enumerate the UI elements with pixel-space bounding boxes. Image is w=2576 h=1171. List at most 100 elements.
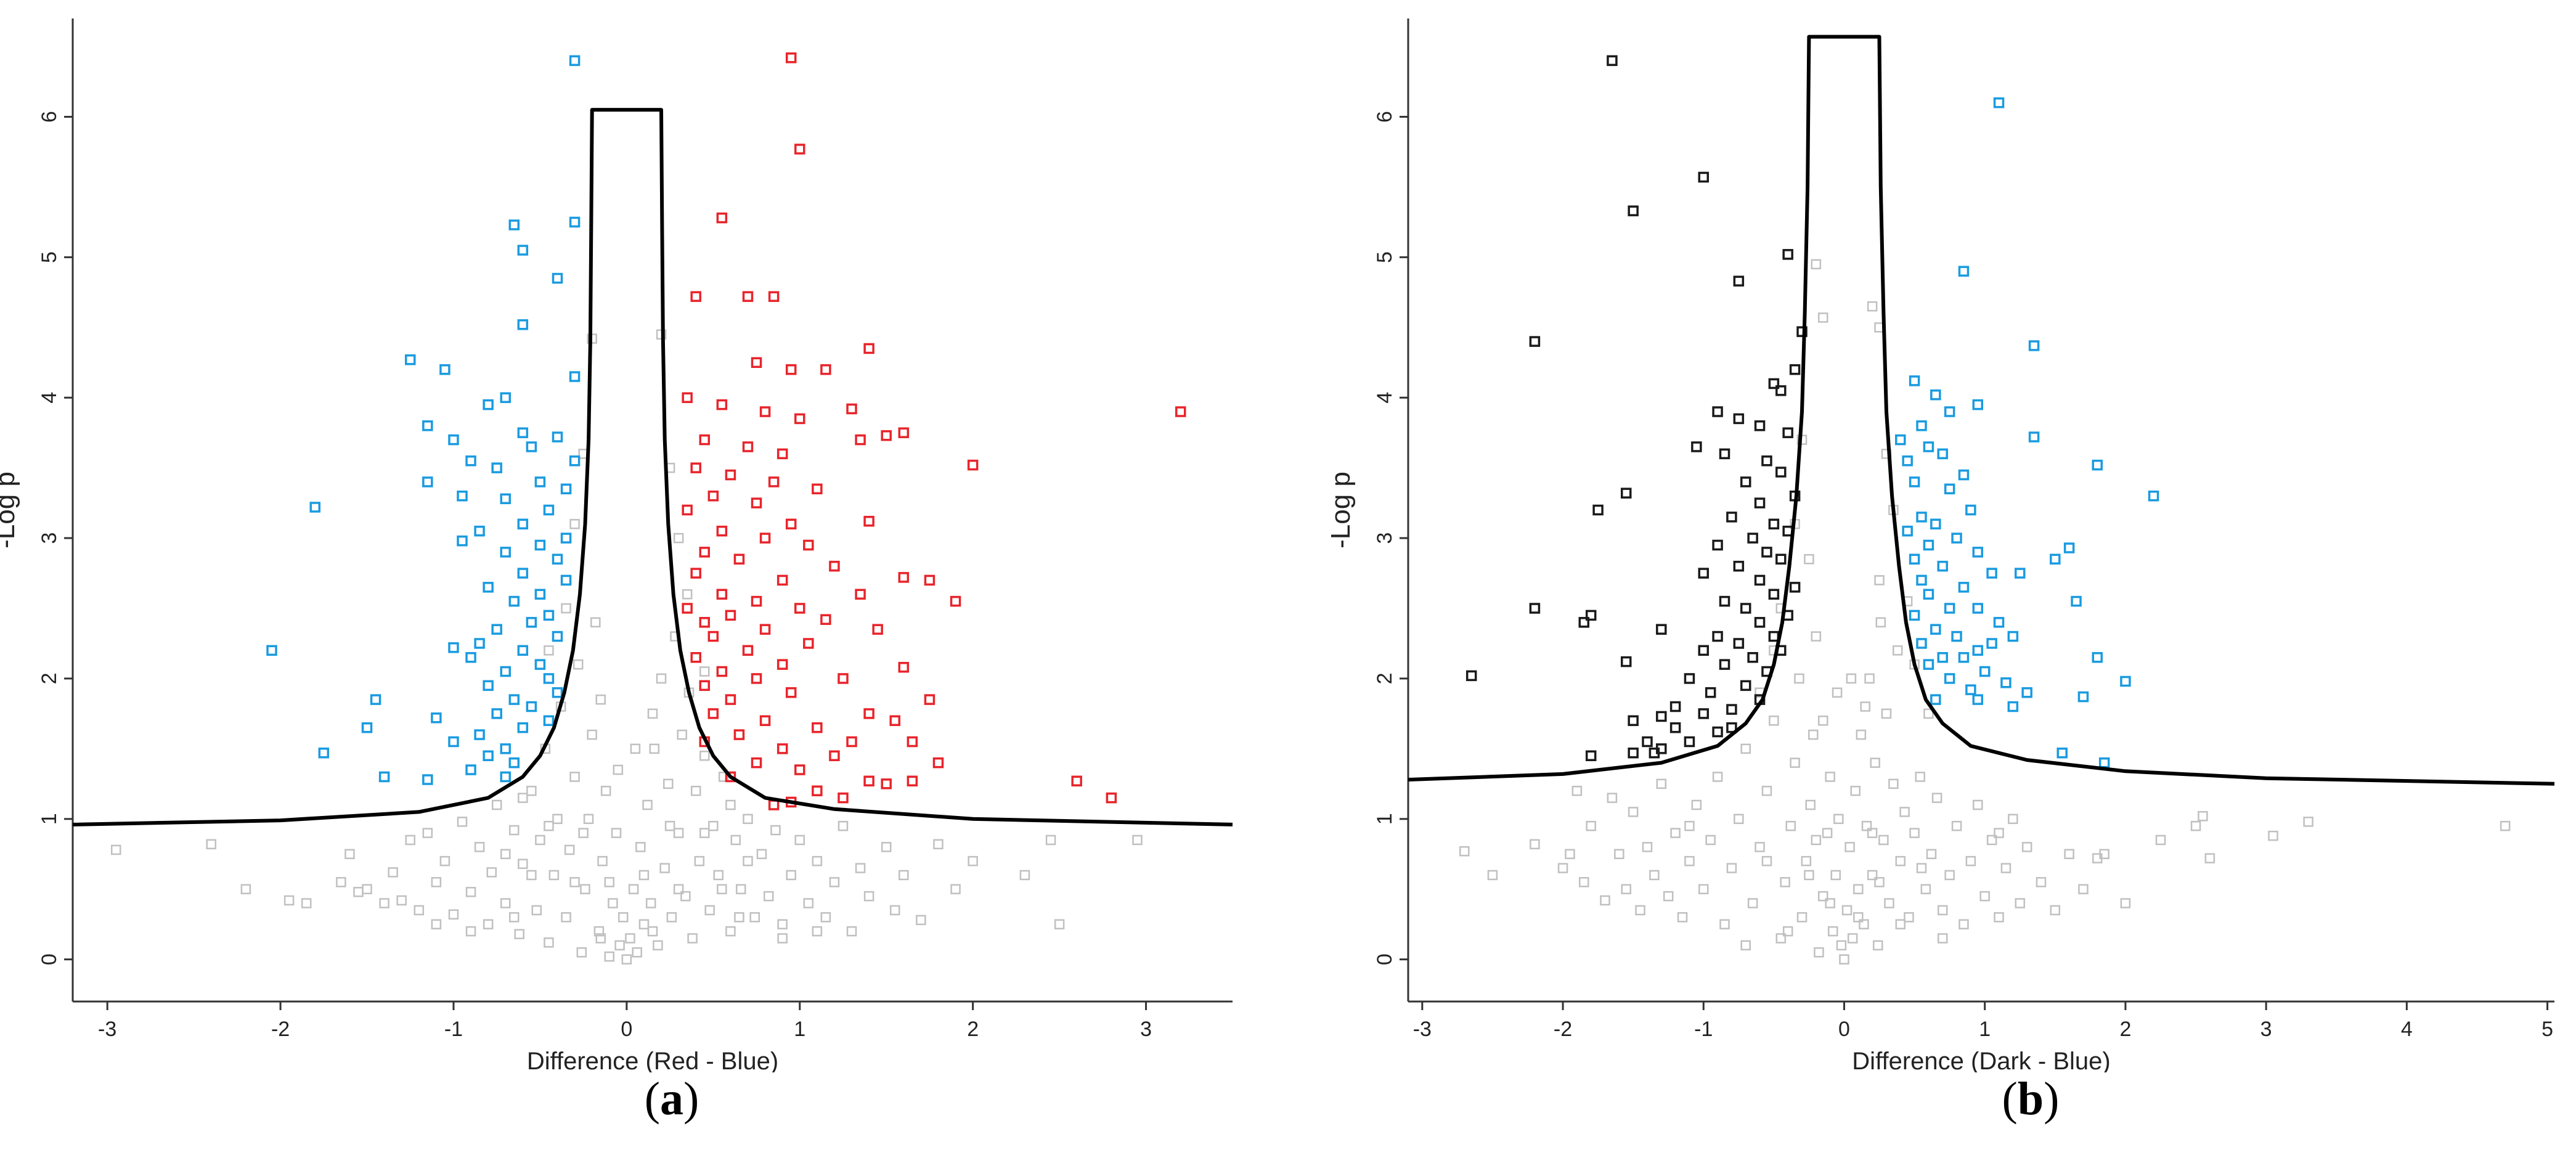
data-point-background-a (552, 814, 563, 825)
data-point-background-b (2050, 905, 2061, 916)
data-point-negative-a (361, 722, 373, 733)
data-point-background-a (803, 898, 814, 908)
data-point-background-b (1923, 708, 1934, 719)
x-tick-label-b: -3 (1413, 1018, 1432, 1041)
data-point-negative-a (483, 680, 494, 692)
data-point-negative-a (422, 420, 433, 431)
chart-panel-b: -3 -2 -1 0 1 2 3 4 5 0 1 2 3 4 5 6 Difference (Dark - Bl… (1306, 0, 2576, 1171)
data-point-positive-a (716, 525, 728, 537)
data-point-negative-b (1740, 680, 1751, 692)
data-point-negative-a (569, 216, 581, 228)
data-point-positive-a (725, 771, 736, 783)
data-point-background-a (439, 855, 450, 867)
data-point-background-a (659, 863, 670, 873)
data-point-background-b (1986, 834, 1997, 846)
data-point-positive-a (829, 750, 840, 761)
data-point-background-b (1530, 839, 1540, 850)
data-point-positive-a (794, 144, 805, 155)
panel-label-b-letter: b (2017, 1073, 2044, 1125)
data-point-background-b (1785, 820, 1796, 831)
data-point-positive-a (846, 403, 857, 415)
data-point-background-b (1973, 799, 1983, 810)
data-point-background-b (1937, 905, 1948, 916)
data-point-background-b (1740, 940, 1751, 951)
data-point-positive-a (690, 568, 701, 579)
data-point-negative-a (465, 455, 476, 467)
data-point-background-a (647, 926, 658, 937)
data-point-negative-b (1768, 518, 1780, 530)
data-point-background-a (608, 898, 618, 908)
data-point-negative-b (1775, 467, 1787, 478)
data-point-negative-a (517, 722, 529, 733)
data-point-background-a (647, 708, 658, 719)
data-point-negative-a (483, 750, 494, 761)
data-point-background-a (491, 799, 502, 810)
data-point-negative-b (1529, 336, 1541, 347)
data-point-background-a (1019, 870, 1030, 881)
data-point-background-b (2021, 842, 2032, 852)
data-point-background-a (544, 820, 554, 831)
data-point-background-a (576, 947, 587, 958)
data-point-background-a (664, 820, 675, 831)
data-point-positive-a (776, 574, 788, 586)
threshold-curve-a (72, 108, 1233, 826)
data-point-negative-b (1628, 205, 1639, 216)
data-point-negative-b (1712, 406, 1723, 417)
data-point-background-b (1874, 575, 1885, 586)
data-point-positive-a (820, 614, 831, 625)
y-tick-label-b: 0 (1373, 953, 1396, 965)
data-point-negative-a (474, 525, 485, 537)
data-point-positive-b (1909, 553, 1920, 565)
data-point-background-b (1586, 820, 1596, 831)
data-point-background-b (1825, 772, 1835, 782)
x-tick-label-b: -1 (1694, 1018, 1713, 1041)
data-point-negative-a (266, 645, 277, 656)
data-point-background-b (1755, 842, 1765, 852)
data-point-positive-a (690, 462, 701, 473)
data-point-positive-b (1944, 603, 1955, 614)
data-point-background-a (645, 898, 656, 908)
data-point-background-b (1965, 855, 1976, 867)
data-point-positive-b (1986, 638, 1997, 649)
data-point-positive-a (889, 715, 901, 727)
data-point-negative-a (448, 642, 459, 653)
data-point-background-b (2198, 810, 2208, 822)
data-point-positive-b (1958, 469, 1970, 481)
data-point-positive-a (820, 364, 831, 375)
data-point-background-b (1621, 884, 1631, 894)
data-point-background-a (635, 842, 646, 852)
data-point-positive-b (1972, 547, 1984, 558)
data-point-positive-a (742, 291, 754, 302)
data-point-background-a (881, 842, 892, 852)
data-point-negative-b (1465, 670, 1477, 682)
data-point-background-b (1663, 891, 1674, 902)
data-point-negative-a (457, 490, 468, 502)
data-point-background-b (1794, 673, 1804, 684)
data-point-background-b (1814, 947, 1824, 958)
data-point-positive-a (768, 799, 780, 810)
data-point-background-a (414, 905, 425, 916)
data-point-positive-b (1930, 389, 1941, 401)
y-tick-label-b: 6 (1373, 111, 1396, 123)
data-point-background-a (855, 863, 866, 873)
data-point-background-a (680, 891, 691, 902)
data-point-negative-a (526, 441, 537, 452)
data-point-background-b (1719, 919, 1730, 929)
panel-label-a-open: ( (644, 1073, 660, 1125)
data-point-positive-a (690, 652, 701, 663)
data-point-positive-a (838, 792, 849, 804)
data-point-background-b (1670, 828, 1681, 838)
data-point-negative-b (1669, 722, 1681, 733)
data-point-positive-b (1930, 624, 1941, 635)
y-tick-label-a: 6 (38, 111, 61, 123)
data-point-negative-a (552, 553, 563, 565)
data-point-negative-b (1607, 55, 1618, 67)
data-point-positive-a (1071, 775, 1082, 787)
data-point-positive-b (2015, 568, 2026, 579)
data-point-background-b (1811, 834, 1822, 846)
data-point-background-b (1895, 919, 1906, 929)
data-point-background-a (518, 793, 528, 803)
y-axis-label-b: -Log p (1326, 471, 1356, 549)
data-point-background-a (687, 933, 698, 944)
data-point-background-a (677, 729, 688, 740)
